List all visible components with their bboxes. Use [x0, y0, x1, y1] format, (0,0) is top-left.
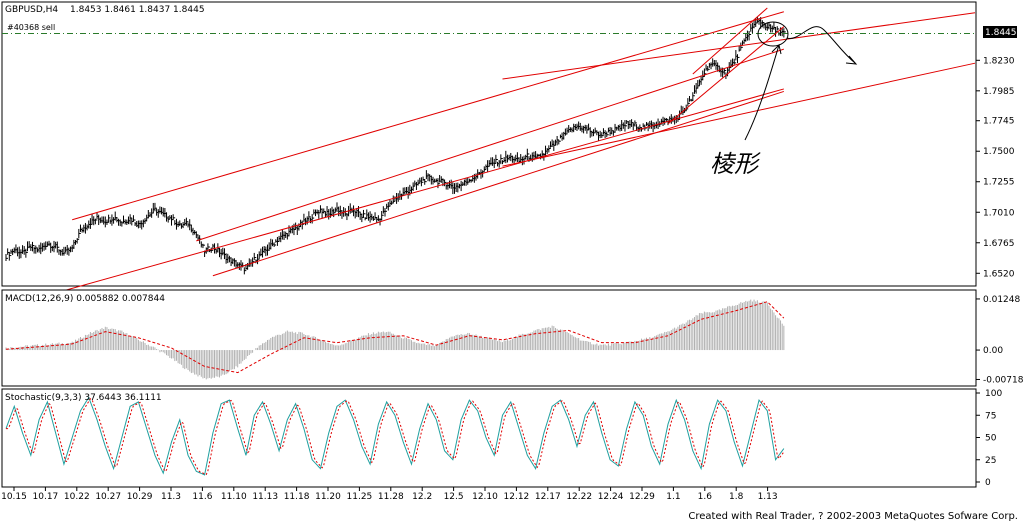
time-tick-label: 11.25 — [347, 492, 373, 502]
time-tick-label: 11.3 — [161, 492, 181, 502]
macd-panel[interactable]: MACD(12,26,9) 0.005882 0.007844 0.012480… — [1, 289, 1024, 387]
time-tick-label: 12.5 — [444, 492, 464, 502]
time-tick-label: 12.24 — [598, 492, 624, 502]
stochastic-tick-label: 50 — [985, 434, 997, 444]
time-tick-label: 12.22 — [566, 492, 592, 502]
trend-channel-line — [72, 11, 784, 221]
price-tick-label: 1.7985 — [983, 87, 1015, 97]
stochastic-tick-label: 75 — [985, 411, 996, 421]
time-tick-label: 10.27 — [95, 492, 121, 502]
trend-channel-line — [502, 12, 976, 80]
macd-tick-label: 0.01248 — [983, 295, 1020, 305]
macd-signal-line — [5, 301, 785, 374]
trend-channel-line — [212, 90, 785, 277]
time-axis: 10.15 10.17 10.22 10.27 10.29 11.3 11.6 11.10 11… — [1, 487, 778, 502]
current-price: 1.8445 — [985, 28, 1017, 38]
time-tick-label: 11.18 — [284, 492, 310, 502]
price-panel[interactable]: GBPUSD,H4 1.8453 1.8461 1.8437 1.8445 #4… — [1, 1, 1017, 308]
time-tick-label: 1.1 — [666, 492, 680, 502]
time-tick-label: 12.29 — [629, 492, 655, 502]
trend-channel-line — [196, 48, 785, 242]
stochastic-tick-label: 0 — [985, 478, 991, 488]
macd-histogram — [5, 299, 785, 380]
time-tick-label: 10.29 — [127, 492, 153, 502]
annotation-text: 棱形 — [710, 150, 761, 178]
trend-channel-line — [502, 62, 976, 167]
price-tick-label: 1.7010 — [983, 208, 1015, 218]
order-label: #40368 sell — [7, 23, 55, 32]
stochastic-main-line — [5, 396, 785, 476]
symbol-label: GBPUSD,H4 — [5, 5, 58, 15]
footer-credit: Created with Real Trader, ? 2002-2003 Me… — [688, 511, 1018, 522]
time-tick-label: 1.13 — [758, 492, 778, 502]
price-axis: 1.8230 1.7985 1.7745 1.7500 1.7255 1.7010 1.67… — [976, 56, 1015, 279]
time-tick-label: 11.28 — [378, 492, 404, 502]
trend-channel-line — [667, 26, 785, 125]
price-tick-label: 1.8230 — [983, 56, 1015, 66]
time-tick-label: 11.20 — [315, 492, 341, 502]
stochastic-axis: 100 75 50 25 0 — [976, 389, 1002, 488]
stochastic-tick-label: 100 — [985, 389, 1002, 399]
price-tick-label: 1.7745 — [983, 117, 1015, 127]
trend-channel-line — [5, 88, 784, 308]
ohlc-readout: 1.8453 1.8461 1.8437 1.8445 — [70, 5, 205, 15]
price-tick-label: 1.7500 — [983, 147, 1015, 157]
stochastic-signal-line — [6, 398, 785, 476]
stochastic-tick-label: 25 — [985, 456, 996, 466]
time-tick-label: 12.2 — [412, 492, 432, 502]
price-tick-label: 1.7255 — [983, 178, 1015, 188]
macd-axis: 0.01248 0.00 -0.00718 — [976, 295, 1024, 385]
time-tick-label: 12.10 — [472, 492, 498, 502]
price-tick-label: 1.6765 — [983, 239, 1015, 249]
macd-tick-label: -0.00718 — [983, 375, 1024, 385]
hand-annotation — [744, 21, 858, 141]
time-tick-label: 11.13 — [252, 492, 278, 502]
time-tick-label: 10.17 — [33, 492, 59, 502]
time-tick-label: 10.22 — [64, 492, 90, 502]
time-tick-label: 12.12 — [504, 492, 530, 502]
macd-label: MACD(12,26,9) 0.005882 0.007844 — [5, 294, 165, 304]
trend-channel-line — [692, 7, 768, 75]
time-tick-label: 1.8 — [729, 492, 744, 502]
current-price-box — [983, 26, 1017, 38]
time-tick-label: 11.6 — [192, 492, 212, 502]
stochastic-panel[interactable]: Stochastic(9,3,3) 37.6443 36.1111 100 75 5… — [1, 388, 1002, 488]
trend-channel-lines — [5, 7, 976, 308]
time-tick-label: 10.15 — [1, 492, 27, 502]
time-tick-label: 12.17 — [535, 492, 561, 502]
stochastic-label: Stochastic(9,3,3) 37.6443 36.1111 — [5, 393, 162, 403]
time-tick-label: 11.10 — [221, 492, 247, 502]
price-tick-label: 1.6520 — [983, 269, 1015, 279]
macd-tick-label: 0.00 — [983, 346, 1003, 356]
price-bars — [5, 16, 786, 275]
time-tick-label: 1.6 — [698, 492, 713, 502]
